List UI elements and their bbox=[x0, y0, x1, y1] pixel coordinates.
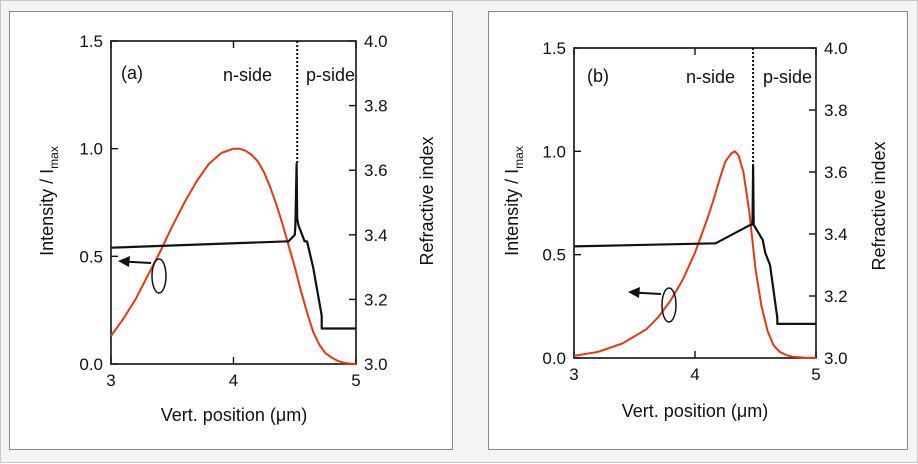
plot-frame bbox=[110, 40, 357, 365]
y-left-axis-title-sub: max bbox=[512, 146, 526, 169]
y-right-tick-label: 3.6 bbox=[364, 161, 388, 180]
y-right-tick-label: 3.4 bbox=[824, 225, 848, 244]
y-left-tick-label: 1.5 bbox=[79, 32, 103, 51]
intensity-series-line bbox=[110, 147, 357, 365]
x-tick-label: 4 bbox=[690, 365, 699, 384]
chart-panel-b: (b) n-side p-side Vert. position (μm) In… bbox=[502, 39, 889, 421]
p-side-label: p-side bbox=[306, 65, 355, 85]
n-side-label: n-side bbox=[686, 67, 735, 87]
panel-label: (b) bbox=[587, 66, 609, 86]
y-right-tick-label: 3.2 bbox=[824, 287, 848, 306]
y-right-axis-title: Refractive index bbox=[869, 141, 889, 270]
axis-indicator-arrow-head bbox=[118, 256, 130, 267]
plot-frame bbox=[573, 47, 817, 359]
y-right-tick-label: 3.0 bbox=[364, 355, 388, 374]
y-left-tick-label: 0.0 bbox=[542, 349, 566, 368]
axis-indicator-arrow-shaft bbox=[637, 291, 662, 295]
y-right-tick-label: 3.6 bbox=[824, 163, 848, 182]
y-left-tick-label: 0.0 bbox=[79, 355, 103, 374]
x-tick-label: 4 bbox=[229, 371, 238, 390]
y-left-tick-label: 0.5 bbox=[542, 246, 566, 265]
intensity-series-line bbox=[573, 150, 817, 359]
x-tick-label: 3 bbox=[106, 371, 115, 390]
axis-indicator-arrow-shaft bbox=[127, 260, 152, 264]
n-side-label: n-side bbox=[223, 65, 272, 85]
x-axis-title: Vert. position (μm) bbox=[622, 401, 768, 421]
y-left-tick-label: 1.0 bbox=[79, 140, 103, 159]
y-right-tick-label: 4.0 bbox=[824, 39, 848, 58]
refractive-index-series-line bbox=[110, 162, 356, 330]
y-right-tick-label: 3.2 bbox=[364, 290, 388, 309]
y-right-tick-label: 3.8 bbox=[364, 97, 388, 116]
p-side-label: p-side bbox=[763, 67, 812, 87]
chart-panel-a: (a) n-side p-side Vert. position (μm) In… bbox=[37, 32, 437, 425]
y-left-axis-title-main: Intensity / I bbox=[37, 169, 57, 256]
y-right-axis-title: Refractive index bbox=[417, 136, 437, 265]
axis-indicator-oval bbox=[151, 258, 167, 294]
panel-a-frame bbox=[9, 11, 453, 450]
y-right-tick-label: 3.4 bbox=[364, 226, 388, 245]
y-right-tick-label: 3.8 bbox=[824, 101, 848, 120]
y-left-axis-title-main: Intensity / I bbox=[502, 169, 522, 256]
x-tick-label: 5 bbox=[811, 365, 820, 384]
y-left-axis-title: Intensity / Imax bbox=[37, 146, 61, 256]
refractive-index-series-line bbox=[573, 164, 816, 325]
y-left-tick-label: 1.5 bbox=[542, 39, 566, 58]
panel-label: (a) bbox=[121, 63, 143, 83]
y-left-tick-label: 0.5 bbox=[79, 247, 103, 266]
panel-b-frame bbox=[488, 11, 908, 450]
x-tick-label: 3 bbox=[569, 365, 578, 384]
x-tick-label: 5 bbox=[351, 371, 360, 390]
y-right-tick-label: 4.0 bbox=[364, 32, 388, 51]
axis-indicator-arrow-head bbox=[628, 287, 640, 298]
axis-indicator-oval bbox=[661, 287, 677, 323]
x-axis-title: Vert. position (μm) bbox=[161, 405, 307, 425]
y-left-axis-title: Intensity / Imax bbox=[502, 146, 526, 256]
y-left-tick-label: 1.0 bbox=[542, 142, 566, 161]
y-right-tick-label: 3.0 bbox=[824, 349, 848, 368]
y-left-axis-title-sub: max bbox=[47, 146, 61, 169]
